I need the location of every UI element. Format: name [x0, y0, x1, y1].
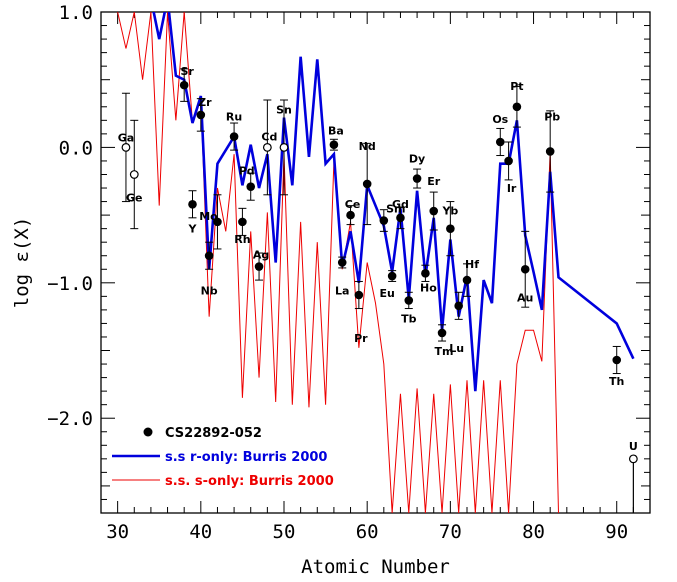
x-tick-label: 40 [189, 521, 212, 543]
element-label: Tb [401, 312, 417, 325]
data-point [512, 102, 522, 112]
element-label: Sm [386, 203, 405, 216]
element-label: Nd [359, 140, 376, 153]
data-point [229, 132, 239, 141]
element-label: Cd [261, 130, 277, 143]
data-point-open [279, 143, 289, 152]
data-point-open [129, 170, 139, 179]
data-point-open [262, 143, 272, 152]
data-point [404, 296, 414, 305]
data-point [213, 217, 222, 227]
element-label: Pd [239, 165, 255, 178]
data-point [179, 80, 189, 90]
x-tick-label: 30 [106, 521, 129, 543]
data-point [196, 110, 206, 120]
data-point [204, 251, 214, 261]
data-point [495, 137, 505, 147]
y-tick-label: −2.0 [47, 408, 93, 430]
element-label: Pr [354, 332, 368, 345]
data-point [188, 199, 197, 209]
data-point [412, 174, 422, 183]
legend-label-observed: CS22892-052 [165, 426, 262, 441]
y-axis-title: log ε(X) [11, 217, 33, 309]
data-point [504, 156, 513, 166]
data-point [437, 328, 447, 338]
element-label: Ag [253, 249, 269, 262]
element-label: Yb [441, 205, 458, 218]
element-label: Ru [226, 111, 242, 124]
element-label: Nb [201, 285, 218, 298]
x-tick-label: 60 [356, 521, 379, 543]
element-label: Y [188, 222, 198, 235]
y-tick-label: −1.0 [47, 273, 93, 295]
element-label: Lu [449, 342, 464, 355]
y-tick-label: 1.0 [59, 2, 93, 24]
data-point [254, 262, 264, 271]
observed-points [121, 80, 638, 464]
element-label: Tm [435, 345, 454, 358]
data-point [520, 264, 530, 274]
x-tick-label: 90 [605, 521, 628, 543]
data-point-open [121, 143, 131, 152]
data-point [612, 355, 622, 365]
element-label: Sr [181, 65, 195, 78]
element-label: Ce [345, 198, 361, 211]
element-label: Rh [234, 233, 250, 246]
element-label: La [335, 285, 349, 298]
data-point [454, 301, 463, 311]
data-point [329, 140, 339, 149]
element-label: Ga [118, 131, 134, 144]
x-axis-title: Atomic Number [301, 556, 450, 578]
element-label: U [629, 440, 638, 453]
data-point [346, 210, 355, 220]
element-label: Ir [507, 182, 517, 195]
legend-marker-observed [143, 427, 153, 437]
data-point [387, 271, 397, 281]
y-tick-labels: 1.0 0.0 −1.0 −2.0 [47, 2, 93, 430]
element-label: Gd [392, 198, 409, 211]
x-tick-label: 80 [522, 521, 545, 543]
legend-label-s-only: s.s. s-only: Burris 2000 [165, 474, 334, 489]
data-point [379, 216, 389, 225]
data-point [362, 179, 372, 189]
element-label: Ba [328, 125, 344, 138]
element-label: Sn [276, 103, 292, 116]
x-tick-labels: 30 40 50 60 70 80 90 [106, 521, 628, 543]
axis-ticks [101, 11, 651, 514]
data-point [246, 182, 256, 191]
element-labels: Ga Ge Sr Y Zr Nb Mo Ru Rh Pd Ag Cd Sn Ba La Ce Pr Nd Sm Eu G… [118, 65, 638, 453]
y-tick-label: 0.0 [59, 137, 93, 159]
element-label: Au [517, 291, 533, 304]
data-point [545, 147, 555, 156]
data-point [238, 217, 247, 227]
element-label: Pt [510, 80, 523, 93]
element-label: Mo [199, 210, 218, 223]
element-label: Dy [409, 153, 425, 166]
data-point [337, 258, 347, 267]
element-label: Zr [198, 96, 212, 109]
element-label: Pb [544, 110, 560, 123]
data-point [446, 224, 455, 233]
element-label: Os [492, 113, 508, 126]
data-point [462, 275, 472, 285]
data-point [429, 206, 439, 216]
legend-label-r-only: s.s r-only: Burris 2000 [165, 450, 327, 465]
element-label: Ge [126, 191, 143, 204]
data-point [354, 290, 364, 300]
element-label: Er [427, 175, 441, 188]
series-line-r-only [152, 12, 635, 392]
data-point [396, 213, 405, 223]
plot-frame [100, 11, 651, 514]
element-label: Hf [465, 258, 479, 271]
element-label: Eu [379, 287, 394, 300]
data-point [421, 269, 430, 278]
element-label: Th [609, 375, 624, 388]
x-tick-label: 70 [439, 521, 462, 543]
element-label: Ho [420, 281, 437, 294]
data-point-open [628, 454, 638, 464]
legend: CS22892-052 s.s r-only: Burris 2000 s.s.… [112, 426, 334, 489]
x-tick-label: 50 [273, 521, 296, 543]
